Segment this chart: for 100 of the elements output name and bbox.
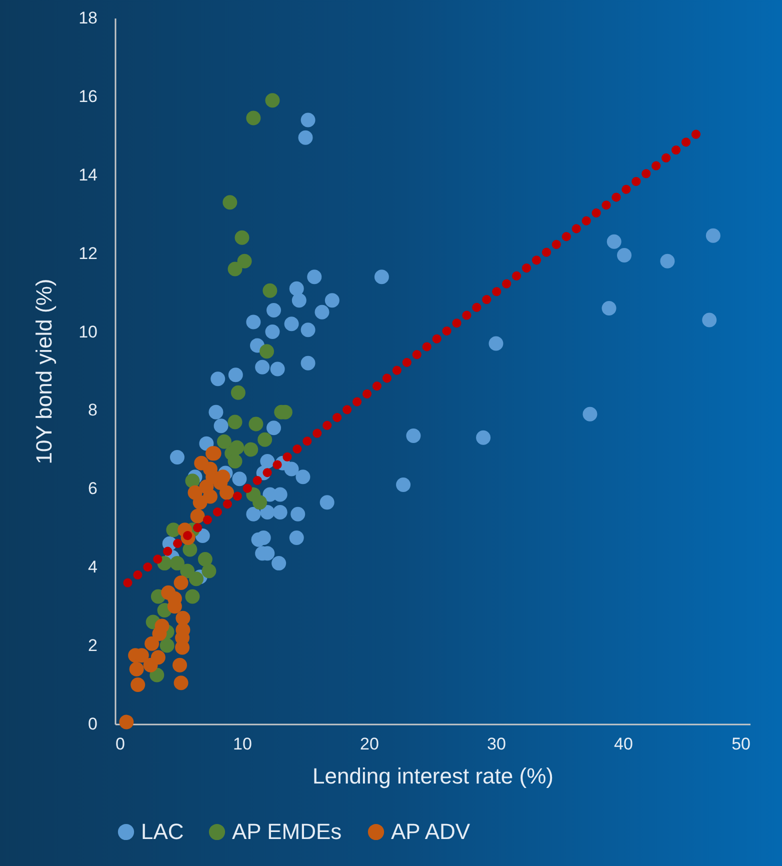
x-tick-label: 10 xyxy=(233,734,252,754)
point xyxy=(174,676,188,690)
y-tick-label: 16 xyxy=(78,86,98,106)
point xyxy=(246,314,261,330)
point xyxy=(582,406,598,422)
point xyxy=(300,112,316,128)
point xyxy=(706,228,720,243)
point xyxy=(374,270,389,284)
point xyxy=(272,504,288,520)
x-tick-label: 30 xyxy=(487,734,506,754)
point xyxy=(119,714,134,730)
y-tick-label: 4 xyxy=(88,558,98,577)
point xyxy=(185,474,200,488)
point xyxy=(284,316,299,332)
point xyxy=(296,470,310,484)
point xyxy=(198,552,212,566)
point xyxy=(194,456,209,470)
point xyxy=(476,430,491,445)
y-tick-label: 10 xyxy=(78,322,98,342)
point xyxy=(216,470,230,484)
point xyxy=(188,485,202,500)
x-tick-label: 50 xyxy=(732,734,750,754)
point xyxy=(307,270,322,284)
point xyxy=(161,585,176,600)
point xyxy=(237,254,252,268)
point xyxy=(234,230,250,245)
point xyxy=(246,110,261,126)
point xyxy=(144,636,160,651)
point xyxy=(255,360,270,374)
y-tick-label: 2 xyxy=(88,636,98,656)
x-axis-title: Lending interest rate (%) xyxy=(312,764,554,788)
point xyxy=(284,462,299,476)
point xyxy=(129,662,144,676)
point xyxy=(170,450,184,465)
point xyxy=(320,495,334,510)
x-tick-label: 20 xyxy=(360,734,379,754)
point xyxy=(228,262,242,276)
point xyxy=(290,506,306,522)
point xyxy=(176,610,190,626)
point xyxy=(228,454,242,468)
y-tick-label: 18 xyxy=(78,8,98,28)
point xyxy=(314,304,330,320)
y-axis-title: 10Y bond yield (%) xyxy=(32,278,57,464)
point xyxy=(396,478,411,492)
point xyxy=(292,293,306,308)
point xyxy=(298,130,313,145)
point xyxy=(262,283,278,298)
point xyxy=(289,281,304,296)
point xyxy=(214,418,228,434)
point xyxy=(617,248,632,263)
point xyxy=(289,530,304,545)
point xyxy=(324,293,340,308)
legend-label: AP EMDEs xyxy=(232,819,342,844)
point xyxy=(174,576,188,590)
point xyxy=(606,234,622,249)
point xyxy=(216,434,232,449)
point xyxy=(246,506,261,522)
point xyxy=(258,432,272,447)
x-tick-label: 0 xyxy=(116,734,125,754)
point xyxy=(272,556,286,570)
point xyxy=(220,485,234,500)
point xyxy=(180,564,195,578)
point xyxy=(208,404,224,420)
point xyxy=(160,638,174,653)
point xyxy=(190,508,205,524)
y-tick-label: 6 xyxy=(88,479,98,498)
point xyxy=(230,385,246,400)
point xyxy=(265,93,280,108)
point xyxy=(252,495,268,510)
point xyxy=(228,414,242,430)
point xyxy=(244,442,258,457)
point xyxy=(170,556,184,570)
point xyxy=(189,572,204,586)
point xyxy=(210,372,226,386)
point xyxy=(202,564,216,578)
point xyxy=(150,650,166,665)
point xyxy=(602,301,616,316)
legend-label: LAC xyxy=(141,819,184,844)
point xyxy=(232,472,247,486)
point xyxy=(265,324,280,340)
point xyxy=(248,416,264,432)
point xyxy=(228,368,243,382)
y-tick-label: 14 xyxy=(78,165,98,184)
point xyxy=(300,322,316,338)
point xyxy=(660,254,675,268)
point xyxy=(182,542,198,557)
point xyxy=(270,362,285,376)
point xyxy=(300,356,316,370)
point xyxy=(222,195,238,210)
point xyxy=(130,678,146,692)
y-tick-label: 12 xyxy=(78,244,98,263)
point xyxy=(154,618,170,634)
point xyxy=(260,454,275,468)
point xyxy=(266,302,281,318)
x-tick-label: 40 xyxy=(614,734,633,754)
point xyxy=(702,312,717,328)
point xyxy=(172,658,188,672)
point xyxy=(185,589,200,604)
point xyxy=(266,420,281,436)
point xyxy=(203,489,218,504)
